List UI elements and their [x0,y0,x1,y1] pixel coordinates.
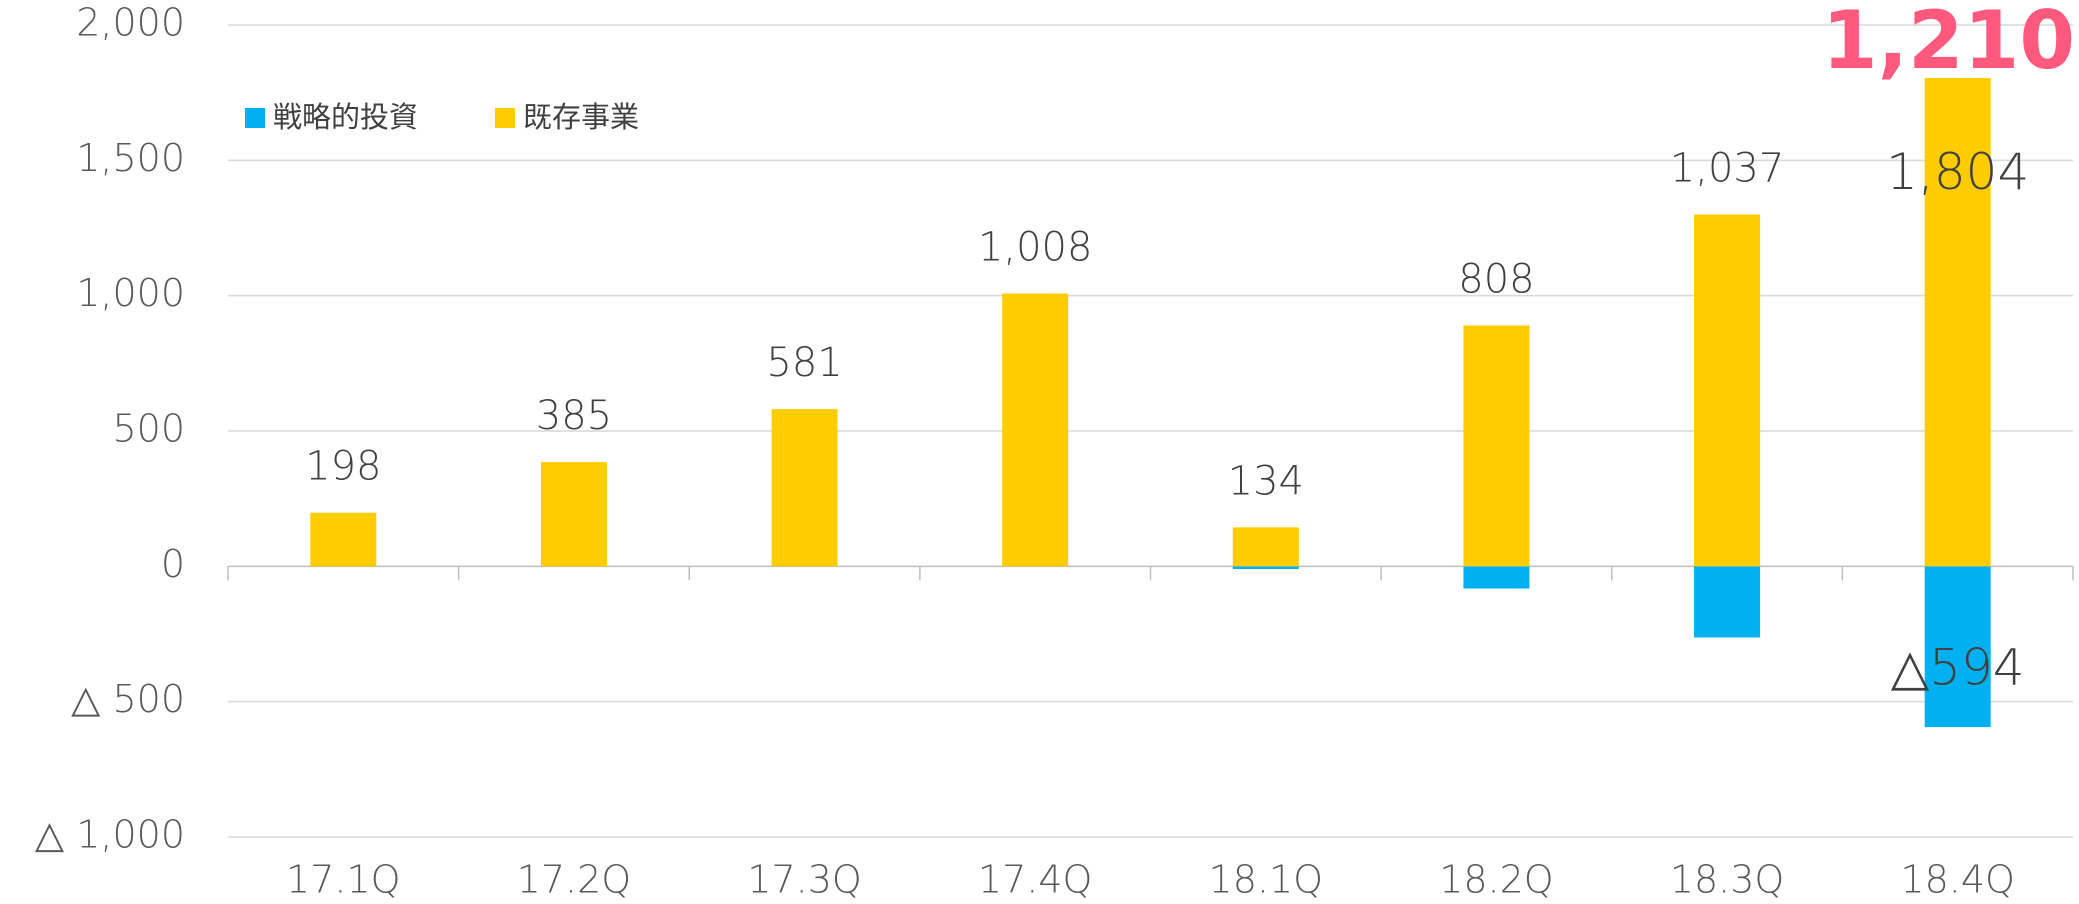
y-tick-label: △ 500 [71,677,185,721]
y-tick-label: 500 [112,407,185,451]
bar [771,409,838,567]
x-tick-label: 17.1Q [286,858,401,902]
y-tick-label: 0 [161,542,185,586]
total-label: 1,008 [978,225,1093,271]
bar [1694,566,1761,638]
bar [540,462,607,567]
y-tick-label: 2,000 [76,1,185,45]
legend-swatch [245,108,265,128]
y-tick-label: 1,500 [76,136,185,180]
bar [1463,325,1530,567]
bar [1232,527,1299,567]
legend-label: 既存事業 [523,100,639,134]
total-label: 808 [1458,256,1534,302]
data-label: 1,804 [1886,143,2029,201]
total-label: 198 [305,444,381,490]
x-tick-label: 17.2Q [517,858,632,902]
legend-swatch [495,108,515,128]
bar [1694,214,1761,567]
net-total-annotation: 1,210 [1822,0,2075,87]
bar [310,512,377,567]
x-tick-label: 18.3Q [1670,858,1785,902]
x-tick-label: 18.2Q [1439,858,1554,902]
total-label: 581 [766,340,842,386]
bar [1924,78,1991,567]
bar [1463,566,1530,589]
legend-label: 戦略的投資 [273,100,418,134]
y-tick-label: △ 1,000 [35,813,185,857]
bar [1232,566,1299,570]
data-label: △594 [1891,638,2025,696]
x-tick-label: 17.4Q [978,858,1093,902]
bar [1924,566,1991,728]
bar [1002,293,1069,567]
total-label: 134 [1228,458,1304,504]
total-label: 1,037 [1670,145,1785,191]
x-tick-label: 17.3Q [747,858,862,902]
total-label: 385 [536,393,612,439]
x-tick-label: 18.1Q [1209,858,1324,902]
x-tick-label: 18.4Q [1900,858,2015,902]
y-tick-label: 1,000 [76,271,185,315]
